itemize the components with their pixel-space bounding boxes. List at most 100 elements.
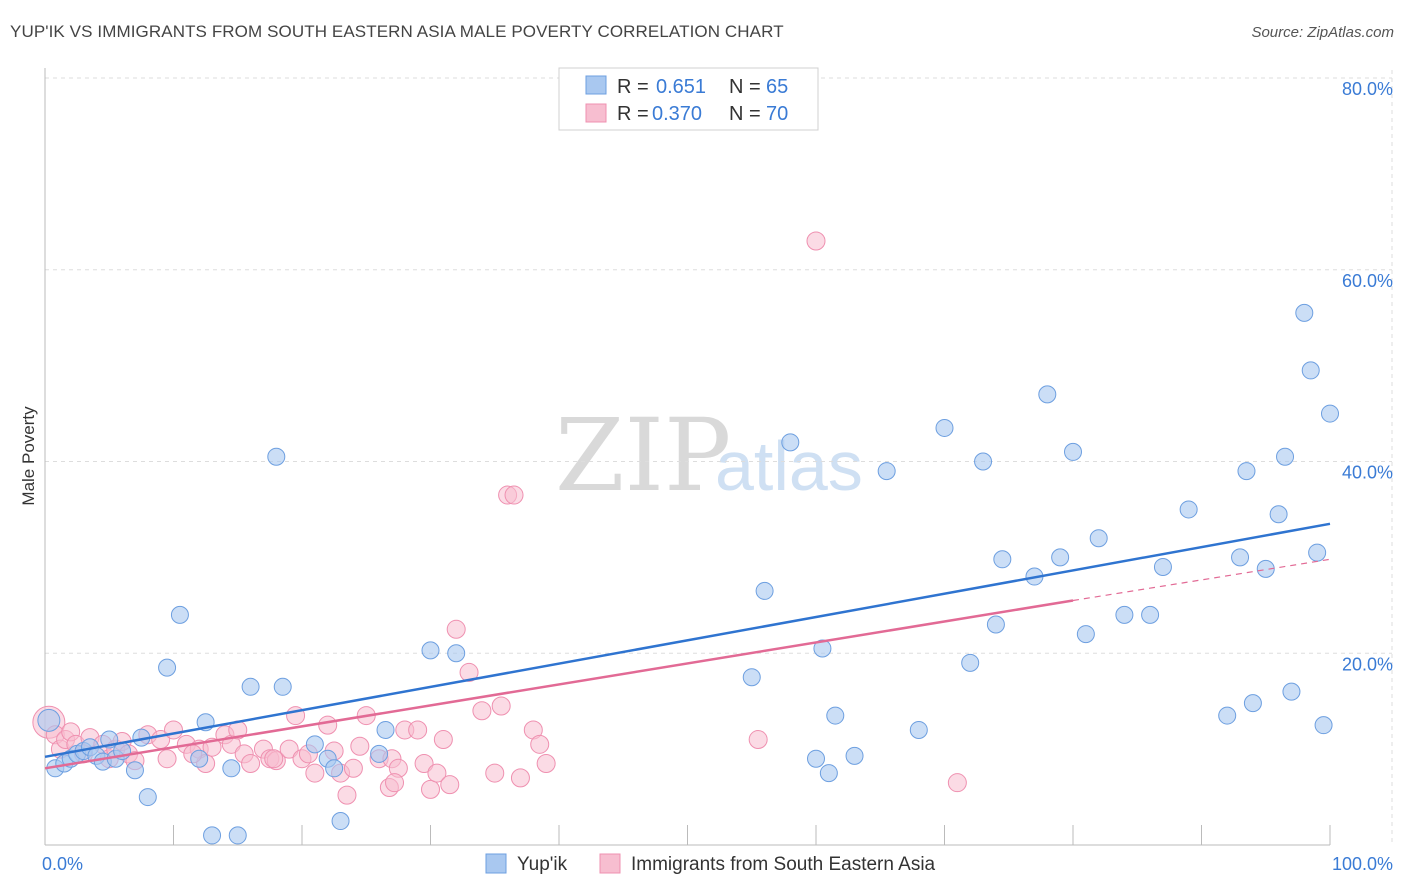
x-tick-labels: 0.0% 100.0%	[42, 854, 1393, 874]
sea-point	[350, 736, 370, 756]
sea-trend-line	[44, 599, 1074, 770]
sea-point	[427, 763, 447, 783]
yupik-point	[819, 764, 838, 783]
yupik-point	[1314, 716, 1333, 735]
x-tick-label-1: 100.0%	[1332, 854, 1393, 874]
watermark-zip: ZIP	[555, 397, 731, 514]
legend-n-label-sea: N =	[729, 103, 761, 125]
yupik-point	[1321, 404, 1339, 423]
yupik-point	[421, 641, 440, 660]
series-sea-points	[32, 231, 967, 805]
legend-box: R = 0.651 N = 65 R = 0.370 N = 70	[558, 67, 819, 131]
yupik-point	[331, 812, 350, 831]
sea-point	[485, 763, 505, 783]
yupik-point	[138, 788, 157, 807]
sea-point	[530, 734, 550, 754]
sea-point	[241, 754, 261, 774]
yupik-point	[241, 677, 260, 696]
legend-r-label-yupik: R =	[617, 76, 649, 98]
yupik-point	[909, 720, 928, 739]
yupik-point	[1243, 694, 1262, 713]
yupik-point	[305, 735, 324, 754]
y-tick-label-0: 20.0%	[1342, 654, 1393, 674]
sea-point	[947, 773, 967, 793]
yupik-point	[1256, 559, 1275, 578]
yupik-point	[1064, 442, 1082, 461]
yupik-point	[37, 708, 61, 732]
sea-point	[536, 754, 556, 774]
yupik-point	[961, 653, 980, 672]
sea-point	[504, 485, 524, 505]
yupik-point	[273, 677, 292, 696]
bottom-legend-label-yupik: Yup'ik	[517, 854, 568, 875]
sea-point	[318, 715, 338, 735]
yupik-point	[993, 550, 1012, 569]
yupik-point	[1308, 543, 1327, 562]
bottom-legend: Yup'ik Immigrants from South Eastern Asi…	[485, 853, 936, 875]
yupik-point	[742, 668, 761, 687]
sea-point	[343, 758, 363, 778]
yupik-point	[986, 615, 1005, 634]
series-yupik-points	[37, 303, 1339, 845]
legend-r-label-sea: R =	[617, 103, 649, 125]
yupik-point	[1089, 529, 1108, 548]
y-axis-label: Male Poverty	[19, 406, 38, 506]
sea-point	[440, 775, 460, 795]
trend-lines	[44, 522, 1331, 770]
yupik-point	[1276, 447, 1295, 466]
yupik-point	[1051, 548, 1070, 567]
yupik-point	[974, 452, 993, 471]
yupik-point	[1218, 706, 1237, 725]
yupik-point	[1269, 505, 1288, 524]
sea-point	[806, 231, 826, 251]
yupik-point	[813, 639, 832, 658]
x-tick-label-0: 0.0%	[42, 854, 83, 874]
sea-point	[510, 768, 530, 788]
sea-point	[337, 785, 357, 805]
sea-point	[157, 749, 177, 769]
sea-point	[421, 779, 440, 799]
sea-point	[491, 696, 511, 716]
sea-point	[408, 720, 428, 740]
bottom-legend-label-sea: Immigrants from South Eastern Asia	[631, 854, 936, 875]
yupik-point	[1231, 548, 1250, 567]
y-tick-label-3: 80.0%	[1342, 79, 1393, 99]
yupik-point	[1115, 605, 1134, 624]
sea-point	[433, 730, 453, 750]
y-tick-labels: 20.0% 40.0% 60.0% 80.0%	[1342, 79, 1393, 674]
sea-point	[385, 773, 405, 793]
sea-point	[414, 754, 434, 774]
legend-n-label-yupik: N =	[729, 76, 761, 98]
yupik-point	[1038, 385, 1057, 404]
legend-swatch-sea	[585, 103, 607, 123]
yupik-point	[267, 447, 286, 466]
sea-point	[446, 619, 466, 639]
legend-r-value-yupik: 0.651	[656, 76, 706, 98]
yupik-point	[228, 826, 247, 845]
yupik-point	[1179, 500, 1198, 519]
source-label: Source: ZipAtlas.com	[1251, 24, 1394, 41]
watermark: ZIP atlas	[555, 397, 863, 514]
yupik-point	[845, 746, 864, 765]
yupik-point	[222, 759, 241, 778]
yupik-trend-line	[44, 522, 1331, 759]
bottom-legend-swatch-yupik	[485, 853, 507, 874]
yupik-point	[325, 759, 344, 778]
yupik-point	[376, 720, 395, 739]
sea-point	[264, 749, 284, 769]
yupik-point	[203, 826, 222, 845]
yupik-point	[755, 581, 774, 600]
yupik-point	[1282, 682, 1301, 701]
chart-title: YUP'IK VS IMMIGRANTS FROM SOUTH EASTERN …	[10, 22, 784, 41]
sea-point	[459, 662, 479, 682]
yupik-point	[877, 462, 896, 481]
yupik-point	[447, 644, 466, 663]
sea-point	[472, 701, 492, 721]
yupik-point	[1076, 625, 1095, 644]
yupik-point	[935, 418, 954, 437]
yupik-point	[125, 761, 144, 780]
legend-swatch-yupik	[585, 75, 607, 95]
yupik-point	[781, 433, 800, 452]
legend-n-value-yupik: 65	[766, 76, 788, 98]
